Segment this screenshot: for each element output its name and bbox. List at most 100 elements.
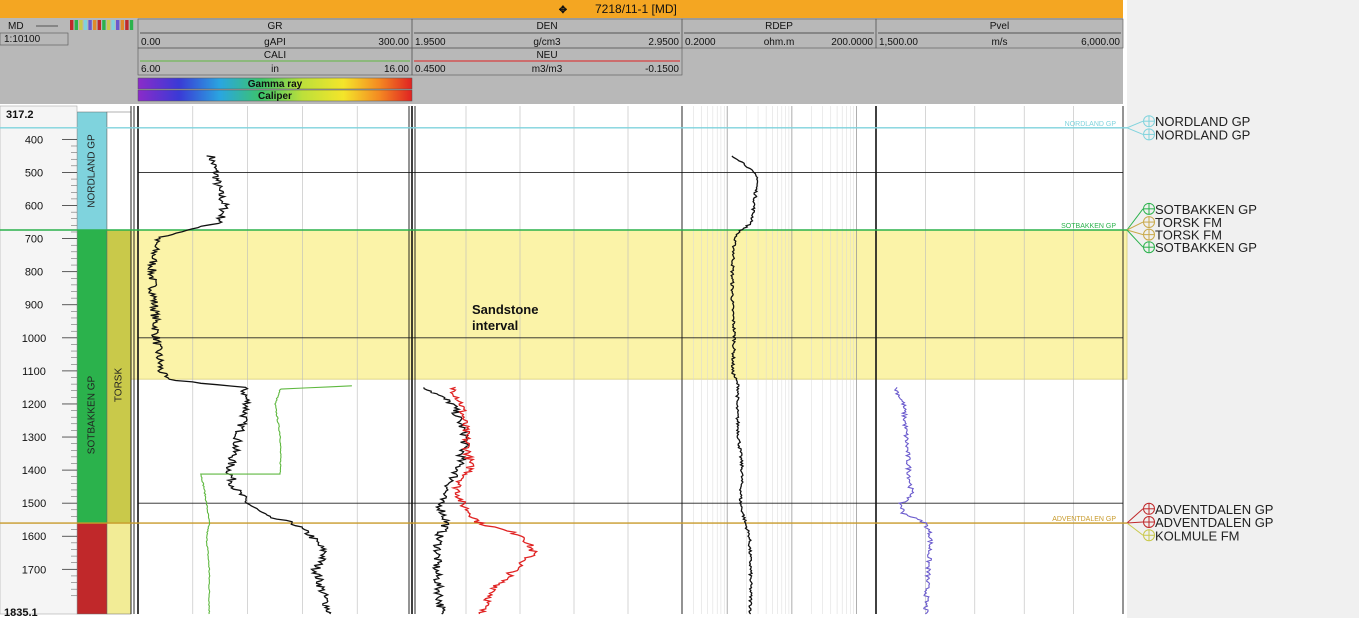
marker-label-6: ADVENTDALEN GP: [1155, 502, 1273, 517]
track-name-2: RDEP: [765, 21, 793, 32]
md-scale-box: [0, 32, 69, 46]
track-min-2: 0.2000: [685, 37, 716, 48]
zone-formation-0: [106, 111, 132, 231]
curve-neu: [448, 386, 539, 615]
curve-rdep: [729, 155, 759, 615]
marker-connector: [1126, 120, 1144, 129]
depth-axis-bg: [0, 105, 78, 615]
track-unit-1: g/cm3: [533, 37, 561, 48]
annotation-line2: interval: [472, 318, 518, 333]
marker-line-label: SOTBAKKEN GP: [1061, 223, 1116, 230]
track-min-3: 1,500.00: [879, 37, 918, 48]
depth-tick-label: 1300: [22, 432, 46, 444]
zone-legend-chip: [70, 20, 74, 30]
depth-tick-label: 1600: [22, 531, 46, 543]
marker-connector: [1126, 229, 1144, 248]
fill-legend-1: [137, 89, 413, 102]
title-icon: ✥: [559, 5, 568, 16]
track-max-2: 200.0000: [831, 37, 873, 48]
marker-label-2: SOTBAKKEN GP: [1155, 202, 1257, 217]
header-labels: MD 1:10100 GR 0.00 gAPI 300.00 DEN 1.9500 g/cm3 2…: [0, 18, 1124, 102]
track-header-box: [875, 18, 1124, 49]
track-max-1: 2.9500: [648, 37, 679, 48]
depth-tick-label: 1200: [22, 399, 46, 411]
marker-panel-bg: [1127, 0, 1359, 618]
depth-tick-label: 1100: [22, 366, 46, 378]
marker-connector: [1126, 521, 1144, 524]
marker-label-1: NORDLAND GP: [1155, 127, 1250, 142]
zone-legend-chip: [74, 20, 78, 30]
marker-line-label: ADVENTDALEN GP: [1052, 516, 1116, 523]
zone-legend-chip: [83, 20, 88, 30]
zone-legend-chip: [129, 20, 134, 30]
depth-tick-label: 1400: [22, 465, 46, 477]
depth-tick-label: 600: [25, 201, 43, 213]
marker-label-8: KOLMULE FM: [1155, 528, 1240, 543]
track-min-0: 0.00: [141, 37, 161, 48]
zone-legend-chip: [125, 20, 129, 30]
track-unit-3: m/s: [991, 37, 1007, 48]
track-name-0: GR: [268, 21, 283, 32]
depth-tick-label: 900: [25, 300, 43, 312]
marker-connector: [1126, 229, 1144, 236]
subtrack-unit-1: m3/m3: [532, 64, 563, 75]
zone-legend-chip: [106, 20, 111, 30]
zone-label: SOTBAKKEN GP: [87, 375, 98, 454]
zone-legend-chip: [116, 20, 120, 30]
zone-legend-chip: [102, 20, 106, 30]
fill-label-0: Gamma ray: [248, 79, 303, 90]
marker-label-7: ADVENTDALEN GP: [1155, 515, 1273, 530]
track-name-3: Pvel: [990, 21, 1009, 32]
depth-tick-label: 1500: [22, 498, 46, 510]
zone-label: TORSK: [114, 368, 125, 403]
subtrack-max-1: -0.1500: [645, 64, 679, 75]
curve-pvel: [893, 387, 934, 615]
dynamic-layer: NORDLAND GP SOTBAKKEN GP TORSK 317.2 1835.1 4…: [0, 18, 1273, 618]
depth-tick-label: 1700: [22, 564, 46, 576]
subtrack-max-0: 16.00: [384, 64, 409, 75]
zone-formation-2: [106, 522, 132, 615]
track-unit-0: gAPI: [264, 37, 286, 48]
depth-top-label: 317.2: [6, 109, 34, 121]
fill-label-1: Caliper: [258, 91, 292, 102]
window-title: 7218/11-1 [MD]: [595, 2, 677, 16]
track-unit-2: ohm.m: [764, 37, 795, 48]
marker-line-label: NORDLAND GP: [1065, 121, 1117, 128]
marker-connector: [1126, 522, 1144, 536]
marker-label-4: TORSK FM: [1155, 228, 1222, 243]
marker-connector: [1126, 508, 1144, 524]
track-min-1: 1.9500: [415, 37, 446, 48]
subtrack-min-0: 6.00: [141, 64, 161, 75]
subtrack-min-1: 0.4500: [415, 64, 446, 75]
depth-tick-label: 700: [25, 234, 43, 246]
subtrack-header-box: [411, 47, 683, 76]
marker-connector: [1126, 221, 1144, 231]
subtrack-name-0: CALI: [264, 50, 286, 61]
depth-bottom-label: 1835.1: [4, 607, 38, 618]
fill-legend-0: [137, 77, 413, 90]
marker-connector: [1126, 127, 1144, 135]
zone-legend-chip: [111, 20, 115, 30]
zone-label: NORDLAND GP: [87, 134, 98, 208]
track-max-3: 6,000.00: [1081, 37, 1120, 48]
md-scale: 1:10100: [4, 34, 41, 45]
curve-gr: [146, 155, 332, 615]
subtrack-unit-0: in: [271, 64, 279, 75]
curve-cali: [200, 385, 352, 615]
md-name: MD: [8, 21, 24, 32]
sandstone-highlight: [0, 229, 1128, 380]
track-max-0: 300.00: [378, 37, 409, 48]
depth-tick-label: 500: [25, 167, 43, 179]
zone-legend-chip: [93, 20, 97, 30]
marker-label-3: TORSK FM: [1155, 215, 1222, 230]
marker-label-0: NORDLAND GP: [1155, 114, 1250, 129]
marker-connector: [1126, 208, 1144, 231]
depth-tick-label: 800: [25, 267, 43, 279]
zone-legend-chip: [120, 20, 124, 30]
depth-tick-label: 400: [25, 134, 43, 146]
annotation-line1: Sandstone: [472, 302, 538, 317]
title-bar: [0, 0, 1123, 18]
subtrack-name-1: NEU: [536, 50, 557, 61]
